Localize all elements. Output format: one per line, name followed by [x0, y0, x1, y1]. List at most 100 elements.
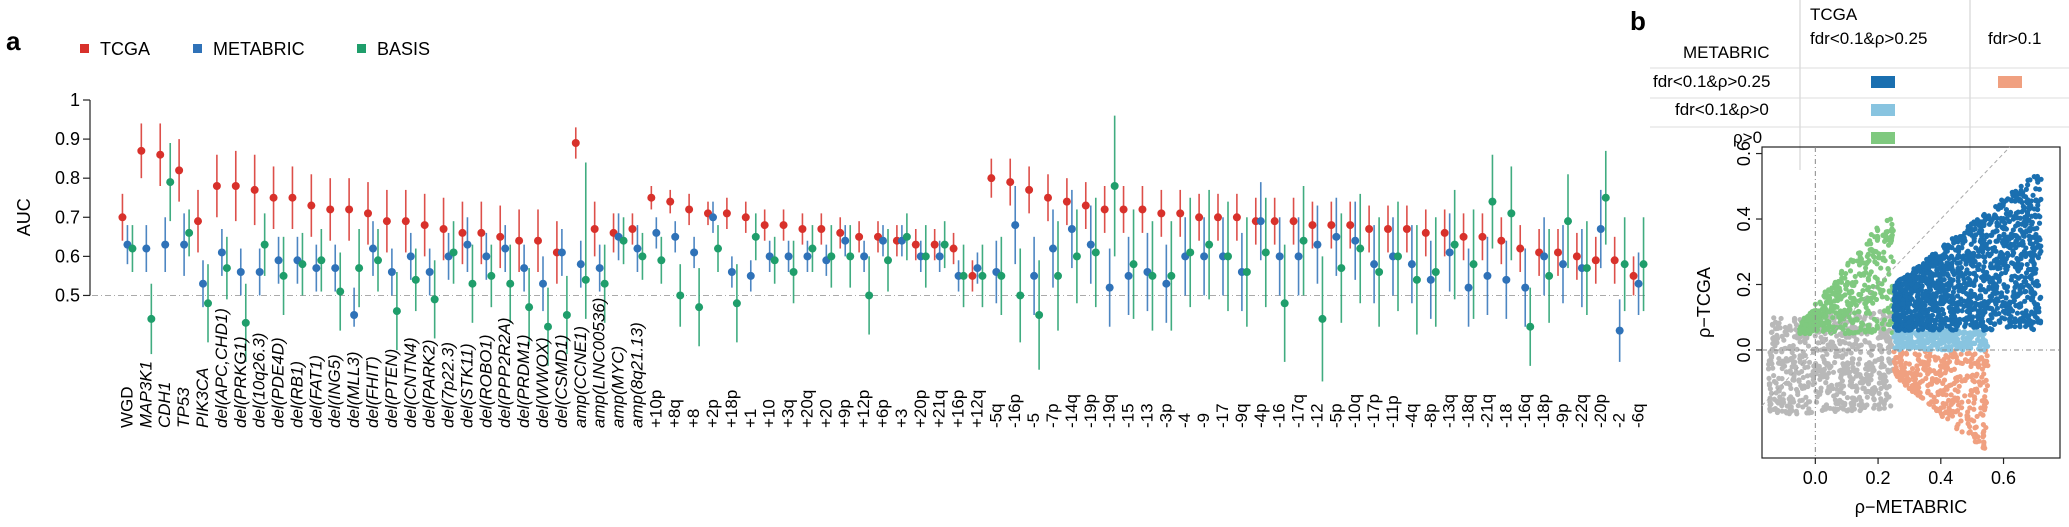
scatter-point	[2037, 295, 2043, 301]
x-tick-label: del(CSMD1)	[552, 334, 571, 428]
data-point	[439, 225, 448, 233]
x-tick-label: -18p	[1534, 394, 1553, 428]
x-tick-label: -4q	[1402, 403, 1421, 428]
scatter-point	[1996, 318, 2002, 324]
scatter-point	[1941, 243, 1947, 249]
scatter-point	[1981, 341, 1987, 347]
scatter-point	[1850, 330, 1856, 336]
scatter-point	[1949, 334, 1955, 340]
scatter-point	[1828, 363, 1834, 369]
scatter-point	[2002, 235, 2008, 241]
scatter-point	[1889, 232, 1895, 238]
data-point	[317, 256, 326, 265]
scatter-point	[1978, 274, 1985, 281]
scatter-point	[1971, 291, 1978, 298]
scatter-point	[1771, 406, 1777, 413]
table-row-label-3: ρ>0	[1733, 128, 1762, 147]
scatter-point	[1927, 278, 1933, 284]
x-tick-label: del(PDE4D)	[269, 337, 288, 428]
scatter-point	[1987, 294, 1993, 300]
data-point	[194, 217, 202, 226]
scatter-point	[1921, 292, 1927, 298]
scatter-point	[1941, 320, 1948, 327]
scatter-point	[2018, 188, 2024, 194]
scatter-point	[1840, 347, 1846, 353]
data-point	[1205, 240, 1214, 249]
scatter-point	[1950, 267, 1956, 274]
data-point	[1620, 260, 1629, 269]
scatter-point	[1977, 342, 1983, 349]
scatter-point	[1927, 313, 1933, 319]
scatter-point	[1955, 338, 1961, 344]
scatter-point	[2037, 244, 2043, 251]
x-tick-label: -18q	[1459, 394, 1478, 428]
scatter-point	[2026, 317, 2032, 323]
x-tick-label: amp(MYC)	[609, 346, 628, 428]
scatter-point	[1898, 286, 1905, 293]
scatter-point	[1997, 259, 2003, 265]
x-tick-label: del(7p22.3)	[439, 342, 458, 428]
scatter-point	[1916, 337, 1922, 343]
scatter-point	[1964, 267, 1970, 273]
scatter-point	[1868, 352, 1874, 358]
scatter-point	[1874, 276, 1880, 282]
scatter-point	[1856, 394, 1863, 400]
scatter-point	[2027, 240, 2033, 247]
legend-label-tcga: TCGA	[100, 39, 150, 59]
panel-a-label: a	[6, 26, 21, 56]
scatter-point	[1892, 284, 1898, 290]
x-tick-label: +3q	[779, 399, 798, 428]
data-point	[534, 236, 542, 245]
scatter-point	[1960, 273, 1966, 280]
scatter-point	[2021, 317, 2027, 324]
scatter-point	[1886, 383, 1892, 389]
scatter-point	[1913, 380, 1919, 386]
data-point	[997, 271, 1006, 280]
scatter-point	[1858, 256, 1864, 262]
data-point	[1469, 260, 1478, 269]
scatter-point	[1863, 389, 1869, 395]
table-row-label-1: fdr<0.1&ρ>0.25	[1653, 72, 1770, 91]
x-tick-label: -17	[1213, 403, 1232, 428]
data-point	[501, 244, 510, 253]
data-point	[1062, 197, 1071, 206]
scatter-point	[1981, 358, 1987, 364]
data-point	[336, 287, 345, 296]
scatter-point	[1941, 263, 1947, 270]
data-point	[180, 240, 189, 249]
data-point	[1545, 271, 1554, 280]
scatter-point	[1975, 337, 1981, 343]
scatter-point	[1970, 263, 1976, 269]
scatter-point	[2028, 286, 2034, 292]
scatter-point	[1914, 387, 1921, 393]
scatter-point	[1888, 403, 1894, 409]
scatter-point	[1947, 326, 1954, 332]
scatter-point	[2004, 288, 2010, 294]
scatter-point	[2019, 221, 2025, 227]
data-point	[940, 240, 949, 249]
x-tick-label: del(FAT1)	[306, 355, 325, 428]
scatter-point	[1789, 349, 1795, 356]
data-point	[836, 228, 845, 237]
scatter-point	[1999, 303, 2005, 309]
panel-b-label: b	[1630, 6, 1646, 36]
data-point	[741, 213, 750, 222]
scatter-point	[2037, 319, 2043, 325]
scatter-point	[2027, 267, 2033, 273]
x-tick-label: -13q	[1440, 394, 1459, 428]
scatter-point	[1885, 265, 1891, 272]
scatter-point	[1898, 370, 1904, 376]
scatter-point	[1774, 409, 1781, 416]
scatter-point	[1994, 305, 2001, 311]
scatter-point	[1771, 378, 1777, 385]
scatter-point	[1902, 327, 1908, 333]
scatter-point	[1854, 337, 1860, 343]
scatter-point	[1878, 290, 1884, 296]
scatter-point	[1881, 399, 1888, 405]
data-point	[1521, 283, 1530, 292]
data-point	[128, 244, 137, 253]
scatter-point	[2026, 274, 2033, 280]
scatter-point	[2003, 295, 2009, 301]
scatter-point	[2022, 205, 2028, 211]
scatter-point	[1914, 367, 1921, 373]
